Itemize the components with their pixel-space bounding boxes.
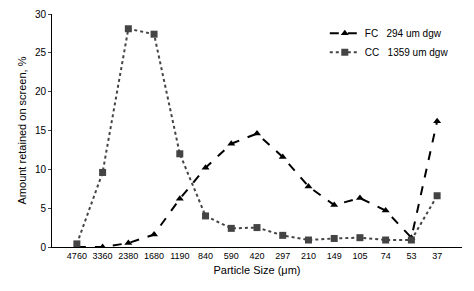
svg-text:105: 105 (352, 251, 367, 261)
svg-text:37: 37 (432, 251, 442, 261)
svg-text:FC 294 um dgw: FC 294 um dgw (365, 28, 442, 39)
svg-text:1190: 1190 (170, 251, 189, 261)
svg-text:297: 297 (275, 251, 290, 261)
svg-text:CC 1359 um dgw: CC 1359 um dgw (365, 47, 449, 58)
svg-text:2380: 2380 (118, 251, 138, 261)
svg-text:840: 840 (198, 251, 213, 261)
svg-text:Particle Size (μm): Particle Size (μm) (213, 264, 300, 276)
svg-text:3360: 3360 (93, 251, 113, 261)
svg-text:4760: 4760 (67, 251, 87, 261)
svg-text:149: 149 (327, 251, 342, 261)
svg-text:25: 25 (35, 47, 47, 58)
svg-text:420: 420 (249, 251, 264, 261)
svg-text:74: 74 (381, 251, 391, 261)
svg-text:210: 210 (301, 251, 316, 261)
svg-text:0: 0 (40, 242, 46, 253)
svg-text:5: 5 (40, 203, 46, 214)
svg-text:1680: 1680 (144, 251, 164, 261)
svg-text:Amount retained on screen, %: Amount retained on screen, % (16, 56, 28, 204)
svg-text:30: 30 (35, 9, 47, 20)
svg-text:10: 10 (35, 164, 47, 175)
svg-text:15: 15 (35, 125, 47, 136)
svg-text:590: 590 (224, 251, 239, 261)
svg-text:20: 20 (35, 86, 47, 97)
svg-text:53: 53 (406, 251, 416, 261)
